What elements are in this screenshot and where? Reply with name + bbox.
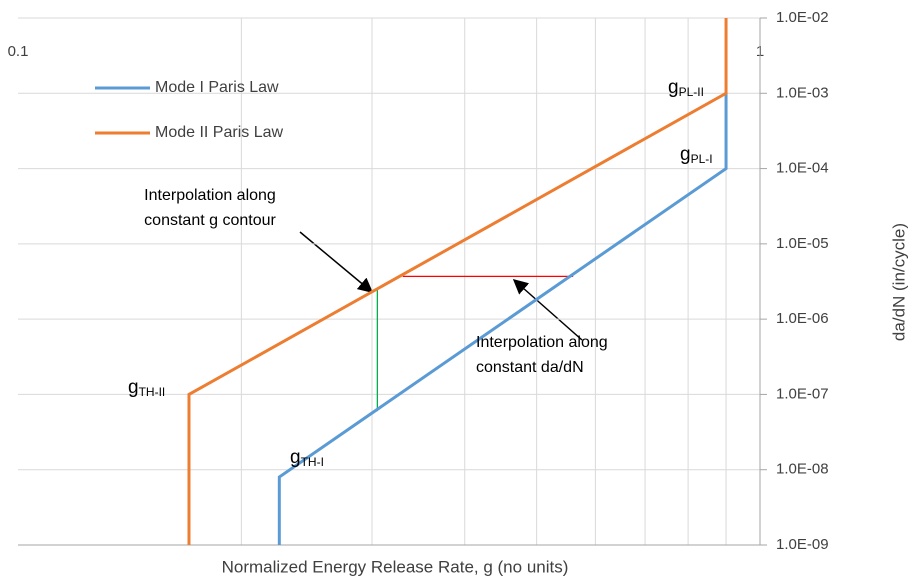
y-tick-label: 1.0E-09 <box>776 536 829 553</box>
series-line <box>187 18 728 545</box>
annotation: constant da/dN <box>476 359 584 376</box>
annotation: constant g contour <box>144 212 276 229</box>
arrow <box>512 279 583 341</box>
point-label-sub: TH-II <box>139 385 166 399</box>
point-label-main: g <box>680 144 691 165</box>
y-tick-label: 1.0E-08 <box>776 461 829 478</box>
point-label-sub: TH-I <box>301 455 324 469</box>
point-label: gPL-II <box>668 77 704 99</box>
point-label-main: g <box>128 377 139 398</box>
annotation: Interpolation along <box>144 187 276 204</box>
point-label: gPL-I <box>680 144 713 166</box>
x-axis-label: Normalized Energy Release Rate, g (no un… <box>222 557 569 576</box>
point-label: gTH-I <box>290 447 324 469</box>
x-tick-label: 0.1 <box>8 43 29 60</box>
y-tick-label: 1.0E-05 <box>776 235 829 252</box>
point-label-main: g <box>668 77 679 98</box>
y-tick-label: 1.0E-07 <box>776 385 829 402</box>
series-line <box>277 93 728 545</box>
point-label-main: g <box>290 447 301 468</box>
y-tick-label: 1.0E-02 <box>776 9 829 26</box>
point-label-sub: PL-II <box>679 85 704 99</box>
y-tick-label: 1.0E-06 <box>776 310 829 327</box>
y-tick-label: 1.0E-04 <box>776 160 829 177</box>
legend-label: Mode II Paris Law <box>155 124 284 141</box>
annotation: Interpolation along <box>476 334 608 351</box>
arrow <box>299 231 374 293</box>
point-label-sub: PL-I <box>691 152 713 166</box>
y-axis-label: da/dN (in/cycle) <box>889 223 908 341</box>
y-tick-label: 1.0E-03 <box>776 84 829 101</box>
point-label: gTH-II <box>128 377 165 399</box>
legend-label: Mode I Paris Law <box>155 79 279 96</box>
